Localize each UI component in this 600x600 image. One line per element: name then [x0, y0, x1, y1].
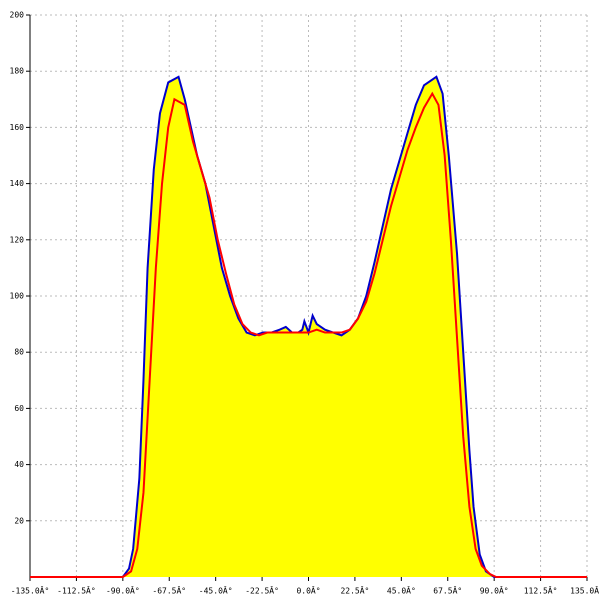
y-tick-label: 120 [10, 235, 25, 244]
y-tick-label: 40 [14, 460, 24, 469]
x-tick-label: -67.5Â° [152, 585, 186, 596]
x-tick-label: -135.0Â° [11, 585, 50, 596]
x-tick-label: 135.0Â° [570, 585, 600, 596]
y-tick-label: 200 [10, 11, 25, 20]
y-tick-label: 140 [10, 179, 25, 188]
x-tick-label: 67.5Â° [433, 585, 462, 596]
line [30, 91, 587, 578]
y-tick-label: 80 [14, 348, 24, 357]
x-tick-label: -90.0Â° [106, 585, 140, 596]
x-tick-label: 112.5Â° [524, 585, 558, 596]
x-tick-label: -112.5Â° [57, 585, 96, 596]
y-tick-label: 20 [14, 516, 24, 525]
x-tick-label: 22.5Â° [340, 585, 369, 596]
y-tick-label: 180 [10, 67, 25, 76]
y-tick-label: 60 [14, 404, 24, 413]
line [30, 75, 587, 578]
x-tick-label: -45.0Â° [199, 585, 233, 596]
y-tick-label: 160 [10, 123, 25, 132]
y-tick-label: 100 [10, 292, 25, 301]
x-tick-label: 90.0Â° [480, 585, 509, 596]
x-tick-label: 45.0Â° [387, 585, 416, 596]
x-tick-label: 0.0Â° [296, 585, 320, 596]
x-tick-label: -22.5Â° [245, 585, 279, 596]
